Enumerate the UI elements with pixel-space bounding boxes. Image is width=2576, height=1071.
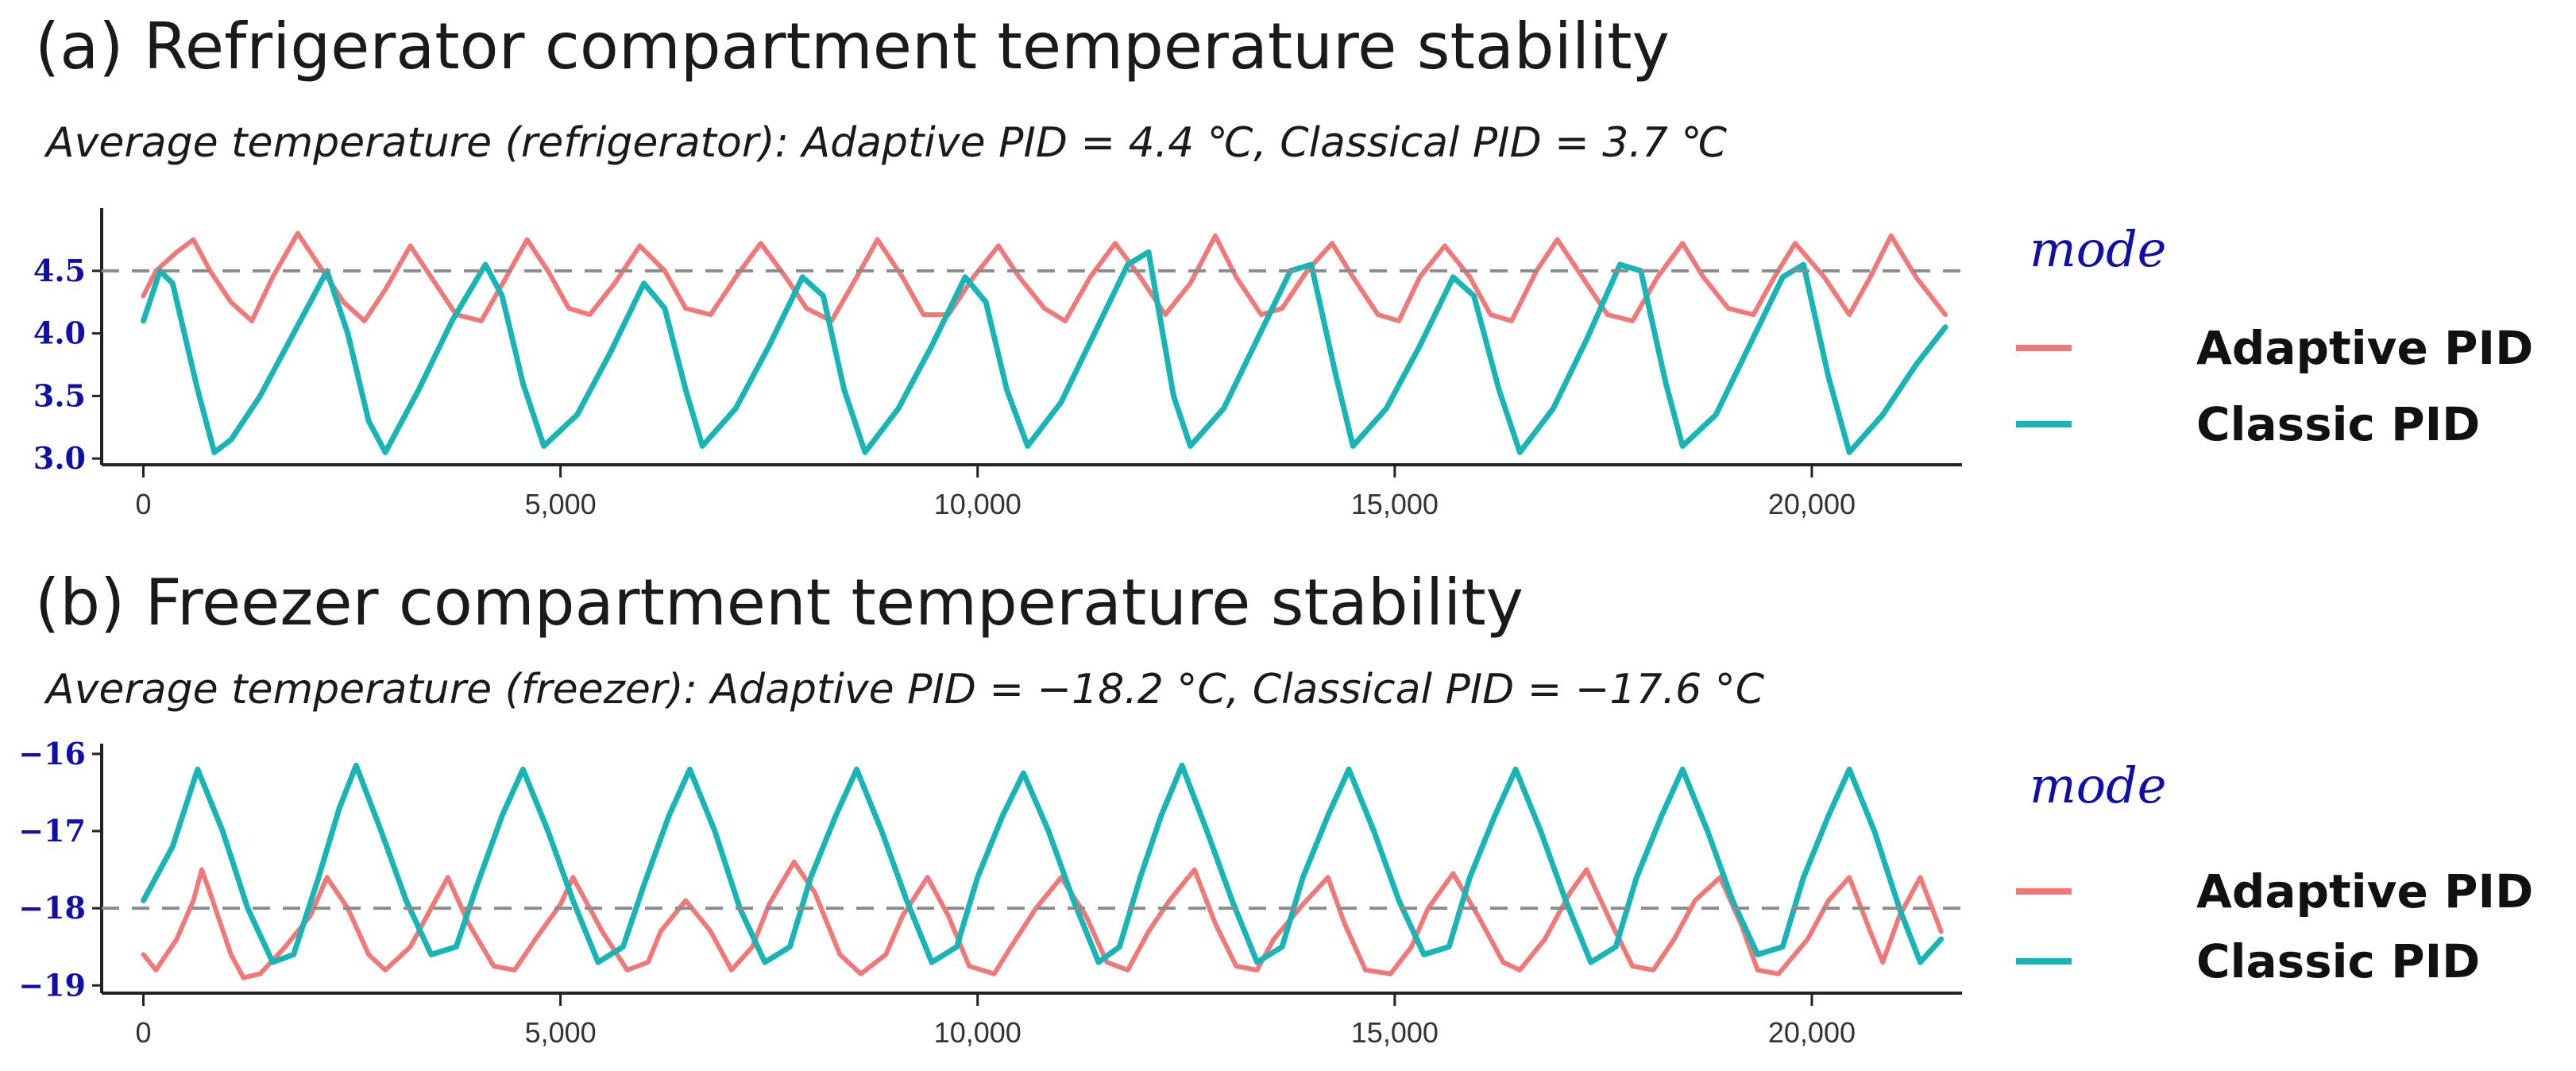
legend-label: Adaptive PID [2196, 321, 2533, 375]
y-tick-label: −19 [18, 967, 86, 1003]
legend-label: Classic PID [2196, 397, 2480, 451]
chart-b-subtitle: Average temperature (freezer): Adaptive … [46, 666, 1765, 713]
y-tick-label: −17 [18, 813, 86, 849]
y-tick-label: 3.5 [33, 377, 86, 413]
chart-a-plot-area: 3.0 3.5 4.0 4.5 0 5,000 10,000 15,000 20,000 [33, 208, 1962, 520]
x-tick-label: 5,000 [525, 488, 597, 520]
series-line-classic-pid [141, 762, 1945, 965]
chart-a-legend: mode Adaptive PID Classic PID [2016, 220, 2533, 451]
x-tick-label: 5,000 [525, 1016, 597, 1049]
legend-title: mode [2030, 756, 2167, 814]
chart-b-title: (b) Freezer compartment temperature stab… [35, 566, 1524, 640]
x-tick-label: 10,000 [934, 488, 1022, 520]
y-tick-label: 4.5 [33, 253, 86, 288]
x-tick-label: 0 [135, 488, 151, 520]
chart-a-title: (a) Refrigerator compartment temperature… [35, 10, 1670, 83]
chart-a-subtitle: Average temperature (refrigerator): Adap… [46, 119, 1728, 167]
series-line-adaptive-pid [141, 230, 1948, 323]
x-tick-label: 15,000 [1351, 1016, 1439, 1049]
x-tick-label: 15,000 [1351, 488, 1439, 520]
x-tick-label: 20,000 [1768, 488, 1856, 520]
x-tick-label: 0 [135, 1016, 151, 1049]
series-line-classic-pid [141, 249, 1948, 455]
chart-b-legend: mode Adaptive PID Classic PID [2016, 756, 2533, 988]
x-tick-label: 10,000 [934, 1016, 1022, 1049]
chart-a: 3.0 3.5 4.0 4.5 0 5,000 10,000 15,000 20,000 mod… [33, 208, 2533, 520]
legend-label: Classic PID [2196, 934, 2480, 988]
legend-label: Adaptive PID [2196, 864, 2533, 918]
y-tick-label: 4.0 [33, 315, 86, 351]
chart-b-plot-area: −19 −18 −17 −16 0 5,000 10,000 15,000 20,000 [18, 736, 1962, 1049]
series-line-adaptive-pid [141, 859, 1944, 980]
x-tick-label: 20,000 [1768, 1016, 1856, 1049]
y-tick-label: 3.0 [33, 440, 86, 476]
y-tick-label: −18 [18, 890, 86, 926]
chart-b: −19 −18 −17 −16 0 5,000 10,000 15,000 20,000 mod… [18, 736, 2533, 1049]
legend-title: mode [2030, 220, 2167, 278]
y-tick-label: −16 [18, 736, 86, 771]
